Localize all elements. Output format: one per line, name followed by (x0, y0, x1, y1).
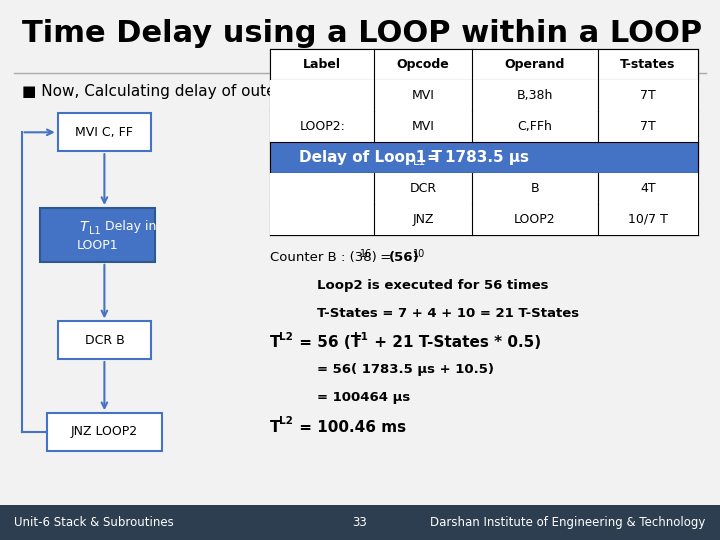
Text: = 100464 μs: = 100464 μs (317, 392, 410, 404)
Text: 10: 10 (413, 249, 425, 259)
FancyBboxPatch shape (58, 321, 151, 359)
Text: Counter B : (38): Counter B : (38) (270, 251, 377, 264)
Text: Darshan Institute of Engineering & Technology: Darshan Institute of Engineering & Techn… (431, 516, 706, 529)
Text: Time Delay using a LOOP within a LOOP: Time Delay using a LOOP within a LOOP (22, 19, 702, 48)
Text: T-States = 7 + 4 + 10 = 21 T-States: T-States = 7 + 4 + 10 = 21 T-States (317, 307, 579, 320)
Text: LOOP2:: LOOP2: (300, 120, 345, 133)
Text: B,38h: B,38h (516, 89, 553, 102)
Text: 16: 16 (360, 249, 372, 259)
Text: 10/7 T: 10/7 T (628, 213, 668, 226)
Text: L2: L2 (279, 332, 293, 342)
Text: (56): (56) (389, 251, 420, 264)
Bar (270, 49, 698, 80)
FancyBboxPatch shape (40, 208, 155, 262)
Text: LOOP1: LOOP1 (76, 239, 118, 252)
Text: = 100.46 ms: = 100.46 ms (294, 420, 406, 435)
Text: 7T: 7T (640, 89, 656, 102)
Text: DCR B: DCR B (84, 334, 125, 347)
Text: DCR: DCR (410, 182, 436, 195)
Text: Delay in: Delay in (101, 220, 156, 233)
Bar (270, 80, 698, 111)
Text: MVI: MVI (412, 120, 434, 133)
Bar (270, 111, 698, 142)
Bar (270, 141, 698, 173)
Text: T: T (270, 420, 281, 435)
Text: =: = (376, 251, 395, 264)
Text: JNZ LOOP2: JNZ LOOP2 (71, 426, 138, 438)
Text: Loop2 is executed for 56 times: Loop2 is executed for 56 times (317, 279, 549, 292)
Text: MVI: MVI (412, 89, 434, 102)
Text: = 56 (T: = 56 (T (294, 335, 361, 350)
Text: LOOP2: LOOP2 (514, 213, 555, 226)
Text: = 56( 1783.5 μs + 10.5): = 56( 1783.5 μs + 10.5) (317, 363, 494, 376)
Text: Delay of Loop1 T: Delay of Loop1 T (299, 150, 442, 165)
Text: MVI C, FF: MVI C, FF (76, 126, 133, 139)
Text: 33: 33 (353, 516, 367, 529)
Text: L2: L2 (452, 86, 464, 97)
FancyBboxPatch shape (47, 413, 162, 451)
Text: B: B (531, 182, 539, 195)
Text: L1: L1 (354, 332, 368, 342)
Text: 4T: 4T (640, 182, 656, 195)
Text: L1: L1 (413, 157, 426, 167)
Text: 7T: 7T (640, 120, 656, 133)
Bar (0, 505, 720, 540)
FancyBboxPatch shape (58, 113, 151, 151)
Text: Unit-6 Stack & Subroutines: Unit-6 Stack & Subroutines (14, 516, 174, 529)
Bar (270, 204, 698, 235)
Text: + 21 T-States * 0.5): + 21 T-States * 0.5) (369, 335, 541, 350)
Text: C,FFh: C,FFh (517, 120, 552, 133)
Text: ■ Now, Calculating delay of outer LOOP2: T: ■ Now, Calculating delay of outer LOOP2:… (22, 84, 356, 99)
Text: T: T (79, 220, 88, 234)
Text: Operand: Operand (505, 58, 564, 71)
Text: L2: L2 (279, 416, 293, 427)
Text: JNZ: JNZ (413, 213, 433, 226)
Text: T-states: T-states (621, 58, 675, 71)
Bar (270, 173, 698, 204)
Text: T: T (270, 335, 281, 350)
Text: Opcode: Opcode (397, 58, 449, 71)
Text: Label: Label (303, 58, 341, 71)
Text: L1: L1 (89, 226, 100, 235)
Text: = 1783.5 μs: = 1783.5 μs (427, 150, 529, 165)
